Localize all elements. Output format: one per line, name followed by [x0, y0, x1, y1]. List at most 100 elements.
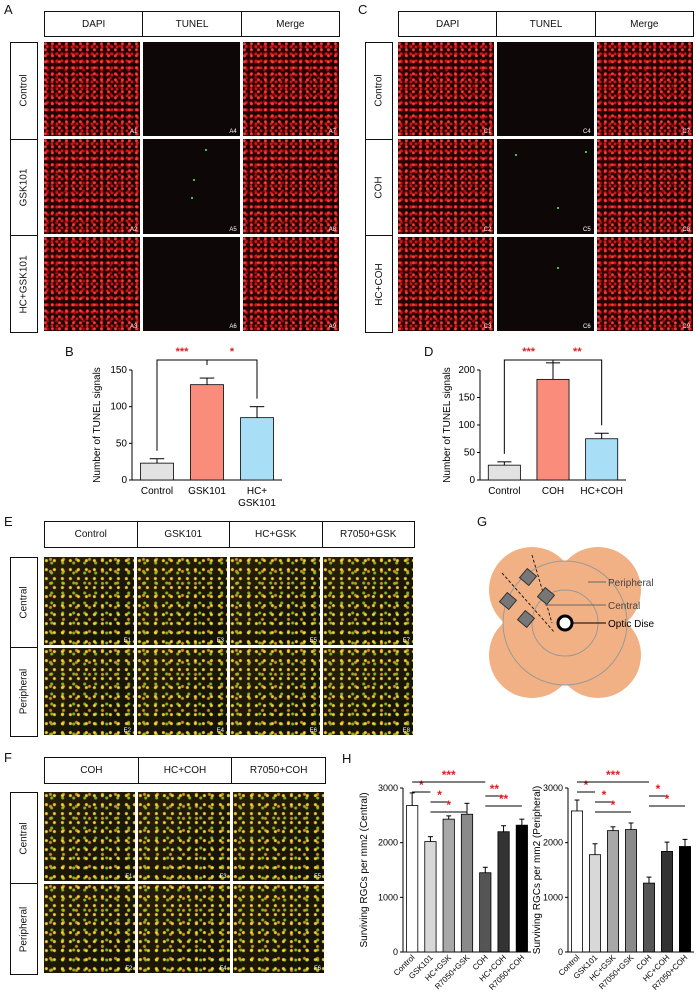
significance-label: *: [419, 778, 424, 792]
column-header: DAPI: [45, 12, 144, 36]
y-tick-label: 50: [116, 438, 128, 449]
y-tick-label: 3000: [378, 783, 398, 793]
x-tick-label: Control: [488, 486, 520, 497]
y-tick-label: 150: [458, 393, 475, 404]
y-tick-label: 50: [464, 448, 476, 459]
significance-label: ***: [442, 768, 456, 782]
row-label: Control: [366, 43, 392, 140]
micrograph-merge: A9: [242, 236, 339, 331]
micrograph-retina: F4: [138, 884, 230, 973]
micrograph-dapi: A2: [44, 139, 141, 234]
row-label: Central: [11, 558, 37, 648]
column-header: TUNEL: [143, 12, 242, 36]
column-header: TUNEL: [497, 12, 596, 36]
bar: [140, 462, 174, 481]
micrograph-dapi: C3: [398, 236, 495, 331]
micrograph-dapi: C1: [398, 42, 495, 137]
bar: [607, 830, 619, 953]
bar: [625, 829, 637, 953]
panel-c-header: DAPI TUNEL Merge: [398, 11, 694, 37]
row-label: Central: [11, 793, 37, 884]
bar: [442, 818, 455, 953]
bar: [240, 417, 274, 481]
y-tick-label: 0: [469, 475, 475, 486]
optic-disc-marker: [556, 614, 574, 632]
column-header: COH: [45, 758, 139, 783]
y-tick-label: 1000: [378, 892, 398, 902]
panel-a-image-grid: A1 A4 A7 A2 A5 A8 A3 A6 A9: [44, 42, 339, 331]
micrograph-retina: F3: [138, 792, 230, 881]
bar: [497, 831, 510, 953]
micrograph-tunel: A6: [143, 236, 240, 331]
micrograph-retina: E1: [44, 557, 134, 645]
bar: [487, 464, 521, 481]
row-label: GSK101: [11, 140, 37, 237]
bar: [190, 384, 224, 481]
y-tick-label: 0: [393, 947, 398, 957]
bar: [479, 872, 492, 953]
panel-c-image-grid: C1 C4 C7 C2 C5 C8 C3 C6 C9: [398, 42, 693, 331]
significance-label: ***: [176, 346, 190, 358]
panel-c-row-labels: Control COH HC+COH: [365, 42, 393, 333]
micrograph-retina: F6: [232, 884, 324, 973]
bar: [589, 854, 601, 953]
y-axis-label: Surviving RGCs per mm2 (Peripheral): [532, 786, 543, 954]
label-optic-disc: Optic Dise: [608, 619, 655, 630]
column-header: GSK101: [138, 522, 230, 547]
micrograph-tunel: A4: [143, 42, 240, 137]
chart-d: 0 50 100 150 200 Number of TUNEL signals Contr…: [442, 346, 626, 497]
panel-label-e: E: [4, 514, 13, 529]
significance-label: *: [602, 788, 607, 802]
bar: [460, 813, 474, 953]
micrograph-tunel: C6: [497, 236, 594, 331]
micrograph-retina: E4: [137, 647, 227, 735]
micrograph-tunel: C4: [497, 42, 594, 137]
row-label: Peripheral: [18, 668, 30, 715]
y-axis-label: Number of TUNEL signals: [92, 367, 103, 483]
column-header: Merge: [276, 18, 305, 30]
sample-square: [536, 586, 556, 606]
x-tick-label: GSK101: [188, 486, 226, 497]
y-tick-label: 3000: [543, 783, 563, 793]
retina-diagram: Peripheral Central Optic Dise: [489, 547, 655, 698]
significance-label: **: [490, 782, 500, 796]
micrograph-merge: C7: [596, 42, 693, 137]
panel-label-h: H: [342, 751, 352, 766]
panel-e-header: Control GSK101 HC+GSK R7050+GSK: [44, 521, 415, 548]
row-label: Control: [11, 43, 37, 140]
column-header: DAPI: [399, 12, 498, 36]
y-tick-label: 100: [110, 402, 127, 413]
significance-label: *: [446, 798, 451, 812]
peripheral-ring: [502, 560, 628, 686]
significance-label: *: [665, 792, 670, 806]
panel-label-a: A: [4, 2, 13, 17]
bar: [424, 841, 437, 953]
bar: [679, 846, 691, 953]
chart-b: 0 50 100 150 Number of TUNEL signals Control G…: [92, 346, 282, 509]
sample-square: [516, 609, 536, 629]
micrograph-retina: E2: [44, 647, 134, 735]
y-axis-label: Number of TUNEL signals: [442, 367, 453, 483]
x-tick-label: HC+: [247, 486, 267, 497]
micrograph-dapi: A3: [44, 236, 141, 331]
column-header: R7050+GSK: [340, 529, 397, 540]
micrograph-merge: A8: [242, 139, 339, 234]
x-tick-label: GSK101: [238, 498, 276, 509]
panel-f-header: COH HC+COH R7050+COH: [44, 757, 326, 784]
bar: [585, 438, 619, 481]
significance-label: *: [437, 788, 442, 802]
column-header: Control: [45, 522, 138, 547]
panel-label-g: G: [477, 514, 488, 529]
column-header: R7050+COH: [249, 765, 308, 776]
panel-e-image-grid: E1 E3 E5 E7 E2 E4 E6 E8: [44, 557, 413, 735]
sample-line: [531, 554, 553, 624]
significance-label: **: [573, 346, 582, 358]
y-tick-label: 150: [110, 365, 127, 376]
row-label: COH: [366, 140, 392, 237]
row-label: HC+GSK101: [18, 255, 30, 314]
micrograph-tunel: C5: [497, 139, 594, 234]
y-tick-label: 2000: [543, 838, 563, 848]
y-tick-label: 200: [458, 365, 475, 376]
micrograph-merge: C8: [596, 139, 693, 234]
